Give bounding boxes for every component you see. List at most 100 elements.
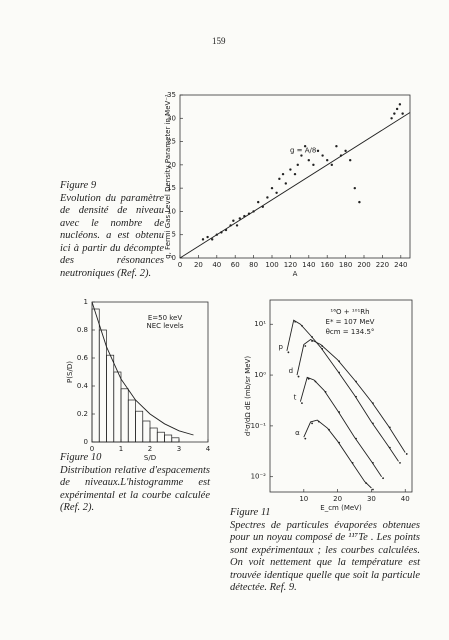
- data-point: [338, 360, 341, 363]
- data-point: [238, 217, 241, 220]
- y-tick-label: 10⁰: [254, 371, 266, 379]
- data-point: [349, 159, 352, 162]
- data-point: [321, 348, 324, 350]
- y-axis-label: d²σ/dΩ dE (mb/sr MeV): [244, 356, 252, 436]
- x-tick-label: 60: [231, 261, 240, 269]
- x-tick-label: 160: [321, 261, 334, 269]
- data-point: [388, 446, 391, 449]
- data-point: [330, 163, 333, 167]
- y-tick-label: 35: [167, 91, 176, 99]
- x-axis-label: S/D: [144, 454, 156, 462]
- x-tick-label: 4: [206, 445, 211, 453]
- histogram-bar: [164, 434, 173, 443]
- histogram-bar: [91, 308, 100, 443]
- data-point: [372, 462, 374, 464]
- data-point: [266, 196, 269, 199]
- x-tick-label: 2: [148, 445, 152, 453]
- data-point: [296, 163, 299, 167]
- figure-caption: Distribution relative d'espacements de n…: [60, 464, 210, 514]
- figure-label: Figure 9: [60, 180, 97, 191]
- figure-label: Figure 10: [60, 452, 102, 463]
- calculated-curve: [91, 301, 194, 436]
- fit-line: [179, 112, 411, 259]
- data-point: [321, 154, 324, 157]
- data-point: [326, 159, 329, 162]
- series-label: d: [289, 367, 293, 375]
- data-point: [232, 219, 235, 222]
- series-label: t: [294, 394, 297, 402]
- spectrum-curve: [286, 319, 399, 462]
- y-tick-label: 1: [84, 298, 88, 306]
- histogram-bar: [171, 437, 180, 443]
- x-axis-label: A: [293, 270, 298, 278]
- x-tick-label: 40: [212, 261, 221, 269]
- data-point: [287, 351, 290, 354]
- data-point: [289, 168, 292, 171]
- x-tick-label: 100: [265, 261, 278, 269]
- data-point: [307, 377, 310, 380]
- histogram-bar: [98, 329, 107, 443]
- data-point: [304, 345, 307, 347]
- data-point: [303, 145, 307, 148]
- data-point: [355, 380, 357, 383]
- data-point: [321, 345, 324, 347]
- x-tick-label: 80: [249, 261, 258, 269]
- x-tick-label: 10: [299, 495, 308, 503]
- data-point: [365, 482, 368, 485]
- data-point: [335, 145, 338, 148]
- figure-11-caption-block: Figure 11 Spectres de particules évaporé…: [230, 507, 420, 595]
- y-tick-label: 0.4: [77, 382, 89, 390]
- x-tick-label: 140: [302, 261, 315, 269]
- histogram-bar: [120, 388, 129, 443]
- data-point: [324, 390, 327, 393]
- x-tick-label: 180: [339, 261, 352, 269]
- histogram-bar: [106, 354, 115, 443]
- data-point: [405, 453, 408, 455]
- data-point: [355, 437, 357, 440]
- histogram-bar: [135, 410, 144, 443]
- histogram-bar: [142, 420, 151, 443]
- y-tick-label: 10: [167, 207, 176, 215]
- data-point: [307, 159, 310, 162]
- data-point: [304, 437, 307, 440]
- x-axis-label: E_cm (MeV): [320, 504, 362, 512]
- annotation: ¹⁶O + ¹⁰¹Rh: [330, 308, 369, 316]
- spectrum-curve: [299, 376, 382, 477]
- x-tick-label: 120: [284, 261, 297, 269]
- data-point: [201, 238, 205, 241]
- data-point: [314, 380, 317, 383]
- figure-label: Figure 11: [230, 507, 271, 518]
- y-tick-label: 10¹: [254, 320, 266, 328]
- data-point: [355, 395, 357, 398]
- data-point: [328, 428, 330, 431]
- x-tick-label: 0: [178, 261, 182, 269]
- figure-10-caption-block: Figure 10 Distribution relative d'espace…: [60, 452, 210, 515]
- data-point: [270, 186, 274, 190]
- data-point: [297, 375, 300, 378]
- data-point: [275, 191, 278, 194]
- data-point: [211, 238, 214, 241]
- y-tick-label: 10⁻²: [251, 473, 267, 481]
- x-tick-label: 20: [194, 261, 203, 269]
- data-point: [390, 117, 393, 120]
- x-tick-label: 40: [401, 495, 410, 503]
- annotation: E* = 107 MeV: [326, 318, 375, 326]
- x-tick-label: 30: [367, 495, 376, 503]
- x-tick-label: 200: [357, 261, 370, 269]
- y-axis-label: g, Fermi Gas Level Density Parameter in …: [164, 94, 172, 259]
- data-point: [344, 149, 347, 153]
- y-axis-label: P(S/D): [66, 361, 74, 383]
- x-tick-label: 0: [90, 445, 94, 453]
- series-label: p: [278, 343, 283, 351]
- figure-9-caption-block: Figure 9 Evolution du paramètre de densi…: [60, 180, 164, 280]
- data-point: [317, 420, 320, 423]
- y-tick-label: 0.8: [77, 326, 88, 334]
- histogram-bar: [127, 399, 136, 443]
- histogram-bar: [156, 431, 165, 443]
- series-label: α: [295, 429, 300, 437]
- plot-frame: [269, 299, 413, 493]
- y-tick-label: 25: [167, 138, 176, 146]
- histogram-bar: [113, 371, 122, 443]
